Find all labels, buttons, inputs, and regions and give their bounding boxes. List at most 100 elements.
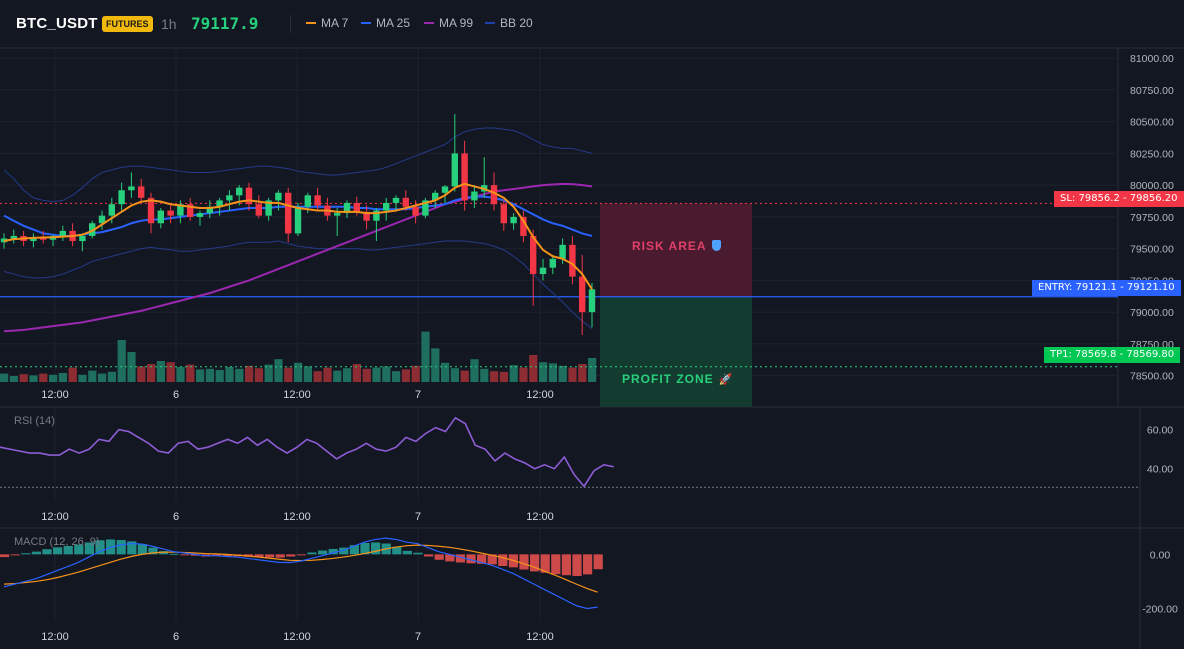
volume-bar [166,362,175,382]
candle-body [451,153,458,187]
volume-bar [147,364,156,382]
profit-zone [600,296,752,407]
candle-body [79,235,86,242]
sl-tag[interactable]: SL: 79856.2 - 79856.20 [1054,191,1184,207]
macd-histogram-bar [137,544,147,555]
candle-body [471,191,478,201]
volume-bar [441,362,450,382]
time-tick-label: 12:00 [283,511,311,523]
volume-bar [382,366,391,382]
volume-bar [284,367,293,382]
ma7-swatch-icon [306,22,316,24]
candle-body [294,206,302,234]
time-tick-label: 12:00 [526,631,554,643]
legend-ma25[interactable]: MA 25 [361,16,410,30]
price-tick-label: 80500.00 [1130,117,1174,129]
volume-bar [460,370,469,382]
macd-histogram-bar [561,554,571,576]
risk-area-label: RISK AREA [632,239,721,253]
candle-body [510,216,517,224]
volume-bar [225,367,234,382]
time-tick-label: 7 [415,389,421,401]
candle-body [539,267,547,275]
time-tick-label: 12:00 [526,511,554,523]
volume-bar [421,331,430,382]
candle-body [30,237,37,242]
candle-body [461,153,468,201]
time-tick-label: 12:00 [41,631,69,643]
volume-bar [509,365,518,382]
last-price: 79117.9 [191,14,259,33]
time-tick-label: 12:00 [283,389,311,401]
macd-histogram-bar [593,554,603,570]
time-tick-label: 6 [173,389,179,401]
legend-ma25-label: MA 25 [376,16,411,30]
candle-body [500,204,507,224]
risk-area-text: RISK AREA [632,239,707,253]
macd-histogram-bar [275,554,285,558]
macd-histogram-bar [402,550,412,555]
macd-histogram-bar [530,554,540,572]
volume-bar [264,364,273,382]
volume-bar [78,374,87,382]
macd-histogram-bar [487,554,497,565]
macd-histogram-bar [63,545,73,555]
legend-ma99-label: MA 99 [439,16,474,30]
symbol-name[interactable]: BTC_USDT [16,15,98,32]
macd-histogram-bar [413,552,423,555]
legend-ma7-label: MA 7 [321,16,349,30]
volume-bar [362,368,371,382]
volume-bar [254,368,263,382]
candle-body [432,192,439,201]
macd-histogram-bar [445,554,455,562]
macd-histogram-bar [349,545,359,555]
legend-bb20-label: BB 20 [500,16,533,30]
macd-histogram-bar [265,554,275,558]
candle-body [265,200,272,216]
candle-body [98,215,106,224]
timeframe-label[interactable]: 1h [161,16,177,32]
tp-tag[interactable]: TP1: 78569.8 - 78569.80 [1044,347,1181,363]
volume-bar [499,371,508,382]
volume-bar [539,362,548,382]
tp-axis-text: 78569.80 [1126,349,1175,360]
candle-body [520,216,527,236]
volume-bar [235,368,244,382]
shield-icon [711,240,721,251]
volume-bar [215,370,224,382]
volume-bar [19,374,28,382]
candle-body [89,223,96,236]
rsi-tick-label: 60.00 [1147,425,1173,437]
time-tick-label: 7 [415,511,421,523]
volume-bar [58,373,67,382]
price-tick-label: 78500.00 [1130,371,1174,383]
volume-bar [39,373,48,382]
macd-histogram-bar [360,542,370,555]
legend-ma99[interactable]: MA 99 [424,16,473,30]
macd-histogram-bar [572,554,582,576]
macd-histogram-bar [21,553,31,555]
candle-body [353,202,360,212]
volume-bar [107,371,116,382]
candle-body [549,258,556,268]
legend-ma7[interactable]: MA 7 [306,16,348,30]
candle-body [245,187,253,205]
candle-body [40,237,47,240]
volume-bar [411,365,420,382]
entry-tag[interactable]: ENTRY: 79121.1 - 79121.10 [1032,280,1181,296]
sl-tag-text: SL: 79856.2 [1060,193,1120,204]
legend-bb20[interactable]: BB 20 [485,16,533,30]
ma99-swatch-icon [424,22,434,24]
volume-bar [313,371,322,382]
macd-histogram-bar [0,554,10,558]
rocket-icon: 🚀 [718,374,734,386]
volume-bar [0,373,9,382]
candle-body [569,244,576,277]
candle-body [108,204,115,216]
time-tick-label: 12:00 [41,511,69,523]
macd-histogram-bar [53,547,63,555]
volume-bar [578,364,587,382]
macd-histogram-bar [74,544,84,555]
entry-axis-text: 79121.10 [1126,282,1175,293]
